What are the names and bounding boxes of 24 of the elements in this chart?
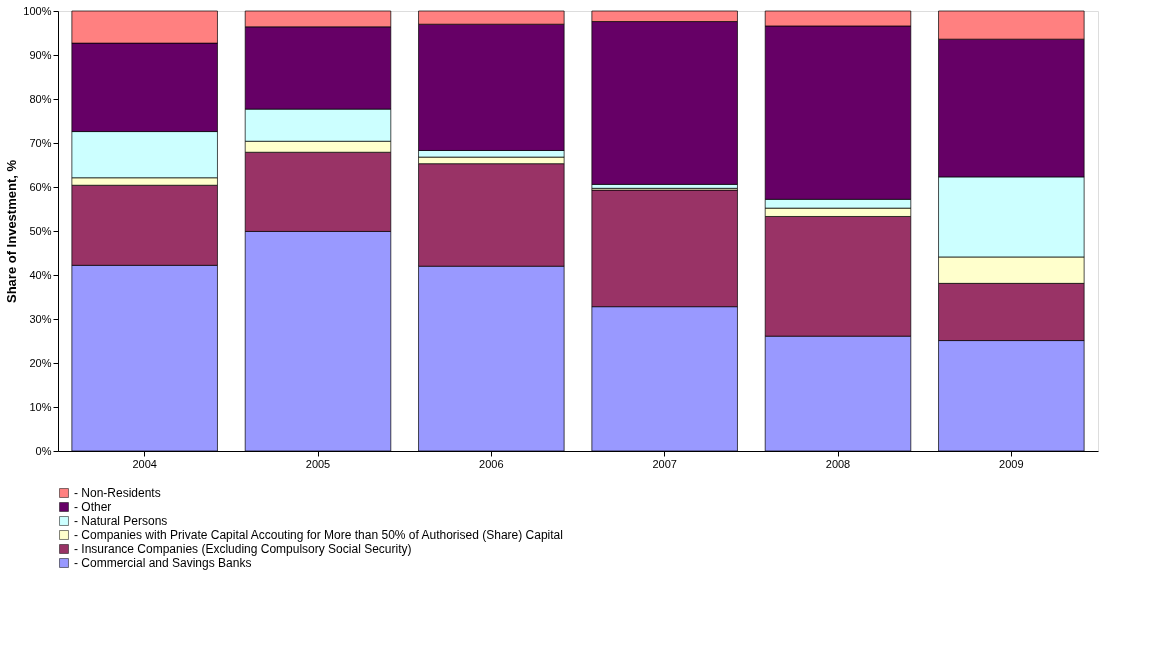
x-tick-label: 2005: [305, 457, 331, 470]
y-tick-label: 50%: [29, 224, 52, 237]
x-tick-label: 2006: [479, 457, 504, 470]
x-tick-label: 2009: [999, 457, 1024, 470]
x-tick-label: 2008: [825, 457, 851, 470]
y-tick-label: 100%: [23, 4, 52, 17]
y-tick-label: 80%: [29, 92, 52, 105]
y-axis-title: Share of Investment, %: [4, 159, 20, 304]
y-tick-label: 30%: [29, 312, 52, 325]
legend-label: - Companies with Private Capital Accouting for More than 50% of Authorised (Share) Capital: [74, 528, 563, 542]
x-tick-label: 2004: [132, 457, 157, 470]
y-tick-label: 40%: [29, 268, 52, 281]
y-tick-label: 0%: [35, 444, 52, 457]
y-tick-label: 60%: [29, 180, 52, 193]
legend-label: - Other: [74, 500, 112, 514]
y-tick-label: 90%: [29, 48, 52, 61]
legend-label: - Commercial and Savings Banks: [74, 556, 252, 570]
legend-label: - Insurance Companies (Excluding Compulsory Social Security): [74, 542, 412, 556]
y-tick-label: 20%: [29, 356, 52, 369]
legend-label: - Natural Persons: [74, 514, 168, 528]
y-tick-label: 10%: [29, 400, 52, 413]
legend-label: - Non-Residents: [74, 486, 161, 500]
x-tick-label: 2007: [652, 457, 677, 470]
y-tick-label: 70%: [29, 136, 52, 149]
